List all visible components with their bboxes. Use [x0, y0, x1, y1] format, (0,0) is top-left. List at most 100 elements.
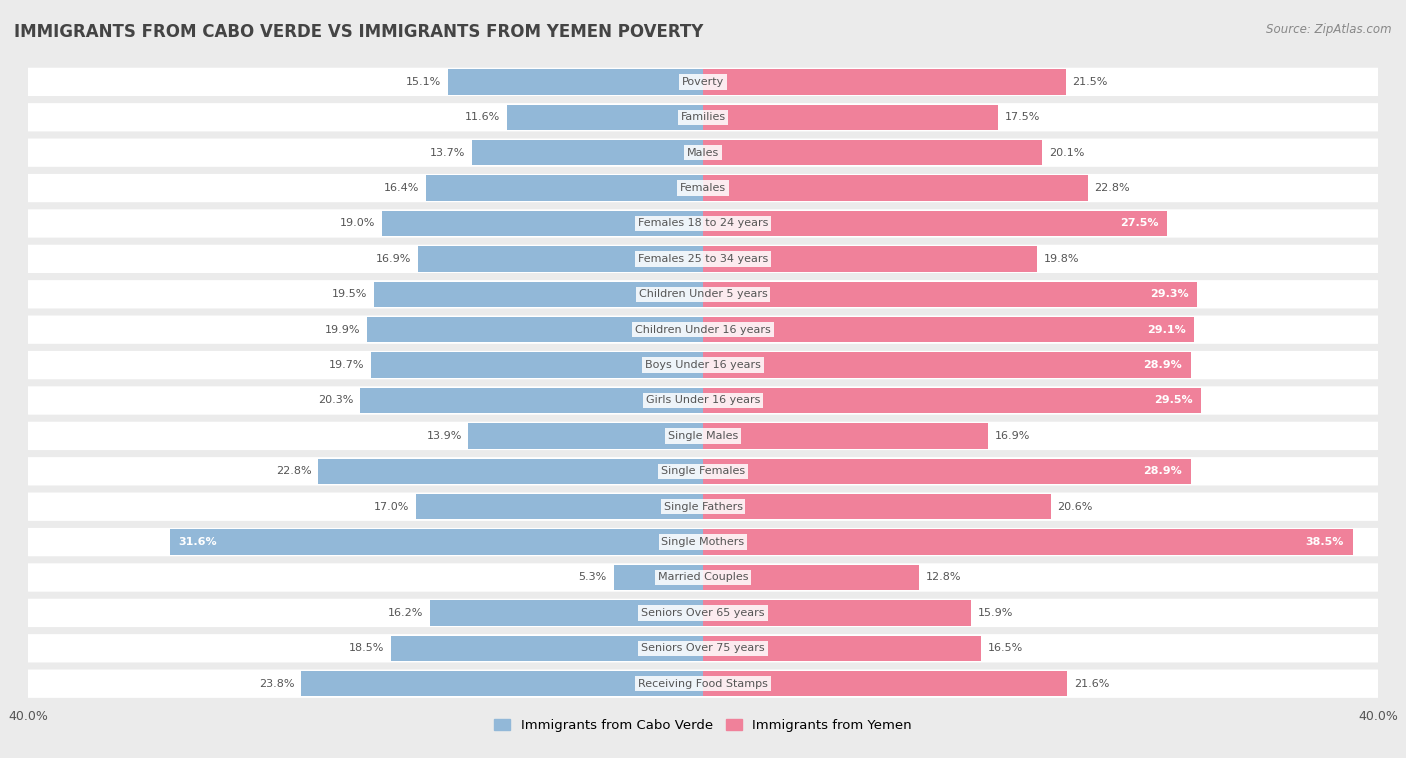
Text: 19.9%: 19.9%	[325, 324, 360, 335]
Bar	[416, 494, 703, 519]
Text: Seniors Over 75 years: Seniors Over 75 years	[641, 644, 765, 653]
Text: Single Mothers: Single Mothers	[661, 537, 745, 547]
Bar	[703, 423, 988, 449]
Bar	[703, 105, 998, 130]
Bar	[367, 317, 703, 343]
Text: 27.5%: 27.5%	[1121, 218, 1159, 228]
FancyBboxPatch shape	[28, 351, 1378, 379]
Text: 17.5%: 17.5%	[1005, 112, 1040, 122]
Legend: Immigrants from Cabo Verde, Immigrants from Yemen: Immigrants from Cabo Verde, Immigrants f…	[489, 713, 917, 737]
Text: 19.0%: 19.0%	[340, 218, 375, 228]
Text: 16.5%: 16.5%	[988, 644, 1024, 653]
FancyBboxPatch shape	[28, 457, 1378, 485]
Bar	[613, 565, 703, 590]
Text: Girls Under 16 years: Girls Under 16 years	[645, 396, 761, 406]
Text: 20.3%: 20.3%	[318, 396, 354, 406]
Bar	[508, 105, 703, 130]
Text: 19.5%: 19.5%	[332, 290, 367, 299]
Text: 20.1%: 20.1%	[1049, 148, 1084, 158]
FancyBboxPatch shape	[28, 209, 1378, 238]
Text: Single Males: Single Males	[668, 431, 738, 441]
Bar	[703, 388, 1201, 413]
Bar	[703, 69, 1066, 95]
FancyBboxPatch shape	[28, 387, 1378, 415]
Text: Children Under 5 years: Children Under 5 years	[638, 290, 768, 299]
Bar	[472, 140, 703, 165]
Text: Married Couples: Married Couples	[658, 572, 748, 582]
Text: 31.6%: 31.6%	[179, 537, 217, 547]
Bar	[703, 281, 1198, 307]
Text: 16.2%: 16.2%	[388, 608, 423, 618]
Bar	[703, 352, 1191, 377]
Bar	[703, 671, 1067, 697]
Text: 29.1%: 29.1%	[1147, 324, 1185, 335]
Text: 22.8%: 22.8%	[1094, 183, 1130, 193]
FancyBboxPatch shape	[28, 421, 1378, 450]
Text: 29.5%: 29.5%	[1154, 396, 1192, 406]
Text: 22.8%: 22.8%	[276, 466, 312, 476]
Bar	[703, 494, 1050, 519]
Bar	[430, 600, 703, 625]
Bar	[703, 246, 1038, 271]
Text: Females 25 to 34 years: Females 25 to 34 years	[638, 254, 768, 264]
Bar	[360, 388, 703, 413]
Text: 29.3%: 29.3%	[1150, 290, 1189, 299]
Text: Single Fathers: Single Fathers	[664, 502, 742, 512]
Text: 16.4%: 16.4%	[384, 183, 419, 193]
FancyBboxPatch shape	[28, 245, 1378, 273]
Bar	[371, 352, 703, 377]
Text: 15.9%: 15.9%	[979, 608, 1014, 618]
Bar	[703, 459, 1191, 484]
Bar	[703, 635, 981, 661]
Bar	[703, 529, 1353, 555]
Text: 38.5%: 38.5%	[1306, 537, 1344, 547]
Text: Females: Females	[681, 183, 725, 193]
Text: Receiving Food Stamps: Receiving Food Stamps	[638, 678, 768, 689]
Text: Poverty: Poverty	[682, 77, 724, 87]
Text: Source: ZipAtlas.com: Source: ZipAtlas.com	[1267, 23, 1392, 36]
Text: 16.9%: 16.9%	[375, 254, 411, 264]
Bar	[703, 565, 920, 590]
Bar	[703, 175, 1088, 201]
Text: 5.3%: 5.3%	[579, 572, 607, 582]
Bar	[468, 423, 703, 449]
Bar	[318, 459, 703, 484]
Bar	[703, 600, 972, 625]
FancyBboxPatch shape	[28, 634, 1378, 662]
Bar	[703, 211, 1167, 236]
Text: 28.9%: 28.9%	[1143, 360, 1182, 370]
Text: 17.0%: 17.0%	[374, 502, 409, 512]
Text: 23.8%: 23.8%	[259, 678, 295, 689]
FancyBboxPatch shape	[28, 174, 1378, 202]
Text: IMMIGRANTS FROM CABO VERDE VS IMMIGRANTS FROM YEMEN POVERTY: IMMIGRANTS FROM CABO VERDE VS IMMIGRANTS…	[14, 23, 703, 41]
FancyBboxPatch shape	[28, 139, 1378, 167]
Bar	[391, 635, 703, 661]
FancyBboxPatch shape	[28, 315, 1378, 344]
FancyBboxPatch shape	[28, 493, 1378, 521]
Text: 12.8%: 12.8%	[925, 572, 962, 582]
Text: Females 18 to 24 years: Females 18 to 24 years	[638, 218, 768, 228]
Text: Seniors Over 65 years: Seniors Over 65 years	[641, 608, 765, 618]
Text: Males: Males	[688, 148, 718, 158]
Text: 11.6%: 11.6%	[465, 112, 501, 122]
Text: 13.9%: 13.9%	[426, 431, 461, 441]
Text: 19.8%: 19.8%	[1043, 254, 1080, 264]
Text: 15.1%: 15.1%	[406, 77, 441, 87]
FancyBboxPatch shape	[28, 67, 1378, 96]
Bar	[382, 211, 703, 236]
Text: 28.9%: 28.9%	[1143, 466, 1182, 476]
Text: Families: Families	[681, 112, 725, 122]
FancyBboxPatch shape	[28, 563, 1378, 592]
Bar	[449, 69, 703, 95]
Bar	[374, 281, 703, 307]
Text: 18.5%: 18.5%	[349, 644, 384, 653]
Text: 16.9%: 16.9%	[995, 431, 1031, 441]
Bar	[301, 671, 703, 697]
Bar	[703, 317, 1194, 343]
Text: 21.5%: 21.5%	[1073, 77, 1108, 87]
Bar	[426, 175, 703, 201]
FancyBboxPatch shape	[28, 599, 1378, 627]
Text: 20.6%: 20.6%	[1057, 502, 1092, 512]
Bar	[418, 246, 703, 271]
Text: 19.7%: 19.7%	[329, 360, 364, 370]
